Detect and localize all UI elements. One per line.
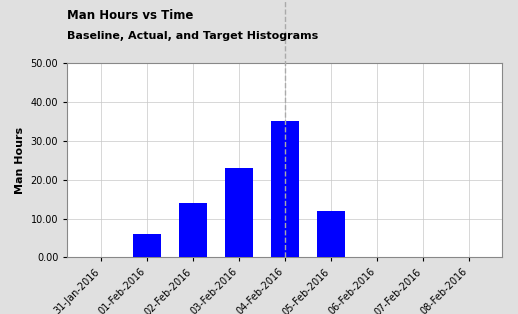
Bar	[317, 211, 344, 257]
Y-axis label: Man Hours: Man Hours	[15, 127, 25, 194]
Bar	[271, 121, 299, 257]
Bar	[133, 234, 161, 257]
Text: Baseline, Actual, and Target Histograms: Baseline, Actual, and Target Histograms	[67, 31, 319, 41]
Text: Man Hours vs Time: Man Hours vs Time	[67, 9, 194, 22]
Bar	[225, 168, 253, 257]
Bar	[179, 203, 207, 257]
